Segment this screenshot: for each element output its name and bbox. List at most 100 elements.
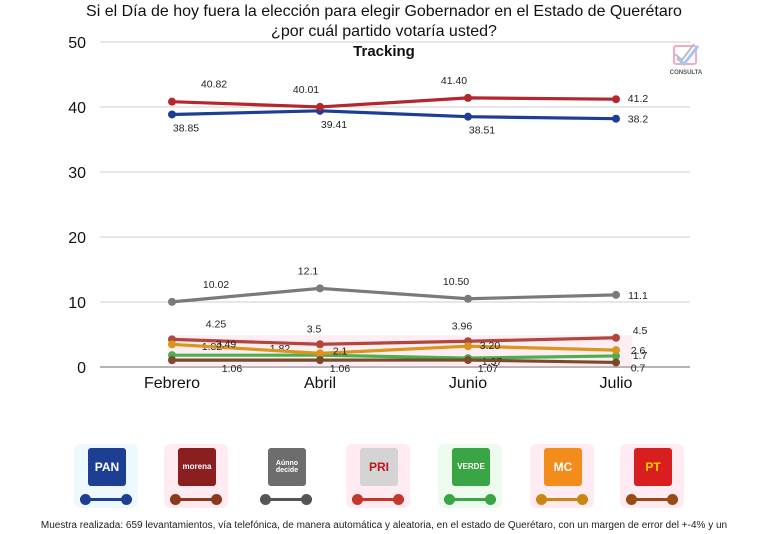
legend-dot <box>393 494 404 505</box>
chart-subtitle: Tracking <box>353 43 415 60</box>
y-tick-label: 40 <box>68 100 86 117</box>
legend-dot <box>301 494 312 505</box>
chart-title-line1: Si el Día de hoy fuera la elección para … <box>86 3 682 20</box>
data-label: 10.02 <box>203 279 229 291</box>
data-point <box>316 284 324 293</box>
data-label: 41.40 <box>441 75 467 87</box>
chart-title: Si el Día de hoy fuera la elección para … <box>0 2 768 42</box>
data-label: 1.7 <box>633 350 648 362</box>
series-line <box>172 358 617 365</box>
legend-line-swatch <box>260 498 312 501</box>
legend-line-swatch <box>626 498 678 501</box>
data-point <box>316 102 324 111</box>
legend-dot <box>170 494 181 505</box>
data-label: 1.06 <box>222 363 243 375</box>
legend-item-morena: morena <box>164 444 228 508</box>
legend-dot <box>80 494 91 505</box>
legend-item-pt: PT <box>620 444 684 508</box>
data-label: 1.07 <box>478 363 499 375</box>
legend-line-swatch <box>444 498 496 501</box>
series-line <box>171 96 617 109</box>
data-point <box>168 340 176 349</box>
chart-title-line2: ¿por cuál partido votaría usted? <box>271 23 497 40</box>
data-point <box>612 114 620 123</box>
legend-dot <box>577 494 588 505</box>
data-point <box>168 356 176 365</box>
data-label: 3.96 <box>452 320 473 332</box>
data-point <box>612 346 620 355</box>
legend-item-mc: MC <box>530 444 594 508</box>
verde-party-logo: VERDE <box>452 448 490 486</box>
data-point <box>612 358 620 367</box>
data-point <box>464 356 472 365</box>
data-point <box>168 110 176 119</box>
y-tick-label: 20 <box>68 230 86 247</box>
data-label: 11.1 <box>628 290 648 302</box>
legend-dot <box>626 494 637 505</box>
data-label: 3.20 <box>480 340 501 352</box>
legend-dot <box>211 494 222 505</box>
y-tick-label: 10 <box>68 295 86 312</box>
legend-dot <box>485 494 496 505</box>
x-tick-label: Julio <box>600 375 633 392</box>
data-point <box>612 333 620 342</box>
data-label: 39.41 <box>321 119 347 131</box>
data-label: 10.50 <box>443 276 469 288</box>
x-tick-label: Febrero <box>144 375 200 392</box>
legend-line-swatch <box>170 498 222 501</box>
data-label: 3.49 <box>216 338 237 350</box>
data-label: 40.82 <box>201 79 227 91</box>
data-label: 4.25 <box>206 318 227 330</box>
pri-party-logo: PRI <box>360 448 398 486</box>
data-label: 38.85 <box>173 122 199 134</box>
data-label: 0.7 <box>631 362 646 374</box>
footer-note: Muestra realizada: 659 levantamientos, v… <box>40 520 728 531</box>
data-point <box>316 349 324 358</box>
data-label: 40.01 <box>293 84 319 96</box>
legend-dot <box>121 494 132 505</box>
data-point <box>464 112 472 121</box>
data-point <box>464 294 472 303</box>
consulta-logo <box>664 40 708 82</box>
series-line <box>171 336 617 346</box>
legend-dot <box>444 494 455 505</box>
series-line <box>171 109 617 121</box>
pt-party-logo: PT <box>634 448 672 486</box>
legend-dot <box>536 494 547 505</box>
series-line <box>171 286 617 304</box>
legend-dot <box>260 494 271 505</box>
legend-line-swatch <box>536 498 588 501</box>
data-label: 1.06 <box>330 363 351 375</box>
data-point <box>612 351 620 360</box>
legend-dot <box>667 494 678 505</box>
series-line <box>172 353 617 360</box>
data-label: 2.1 <box>333 345 348 357</box>
data-label: 38.2 <box>628 114 649 126</box>
consulta-logo-text: CONSULTA <box>669 70 703 76</box>
y-tick-label: 30 <box>68 165 86 182</box>
data-point <box>464 93 472 102</box>
pan-party-logo: PAN <box>88 448 126 486</box>
x-tick-label: Junio <box>449 375 487 392</box>
line-chart: 0 10 20 30 40 50 Febrero Abril Junio Julio 38.85 39… <box>68 35 690 392</box>
undecided-party-logo: Aúnno decide <box>268 448 306 486</box>
data-label: 38.51 <box>469 125 495 137</box>
mc-party-logo: MC <box>544 448 582 486</box>
data-point <box>612 95 620 104</box>
data-label: 3.5 <box>307 323 322 335</box>
legend-line-swatch <box>80 498 132 501</box>
data-point <box>316 356 324 365</box>
data-label: 4.5 <box>633 325 648 337</box>
morena-party-logo: morena <box>178 448 216 486</box>
legend-dot <box>352 494 363 505</box>
legend-item-verde: VERDE <box>438 444 502 508</box>
data-point <box>316 340 324 349</box>
legend-line-swatch <box>352 498 404 501</box>
data-point <box>168 297 176 306</box>
y-tick-label: 50 <box>68 35 86 52</box>
legend-item-pri: PRI <box>346 444 410 508</box>
legend-item-pan: PAN <box>74 444 138 508</box>
data-point <box>464 342 472 351</box>
consulta-logo-icon <box>673 43 700 67</box>
data-label: 2.6 <box>631 345 646 357</box>
